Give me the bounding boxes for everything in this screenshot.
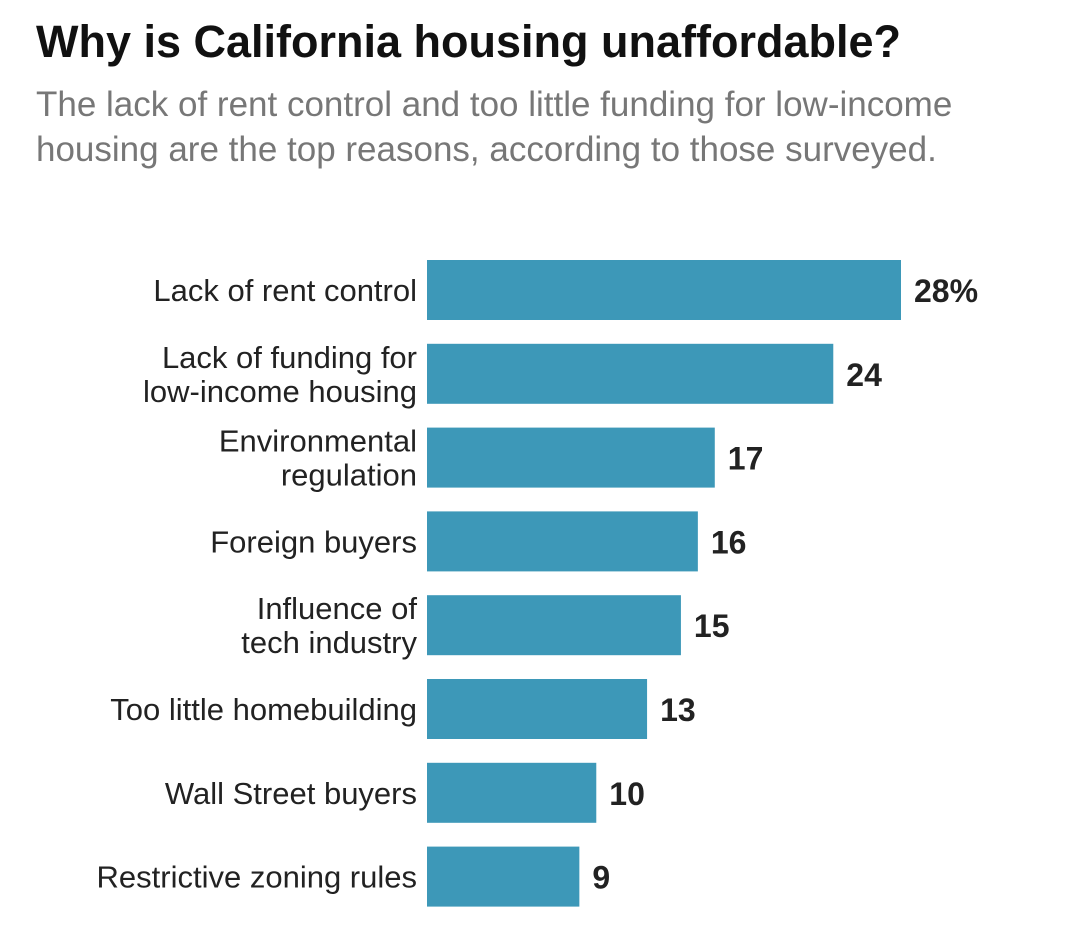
bar: [427, 679, 648, 739]
category-label: Wall Street buyers: [165, 776, 417, 811]
value-label: 13: [660, 692, 696, 728]
bar: [427, 762, 597, 823]
category-label: Too little homebuilding: [110, 692, 417, 727]
value-label: 28%: [914, 273, 978, 309]
category-label: Lack of funding for low-income housing: [143, 340, 417, 409]
chart-subtitle: The lack of rent control and too little …: [36, 85, 953, 169]
category-label: Influence of tech industry: [241, 591, 417, 660]
value-label: 9: [592, 860, 610, 896]
value-label: 15: [694, 608, 730, 644]
bar: [427, 427, 715, 488]
value-label: 24: [846, 357, 882, 393]
bar: [427, 511, 698, 572]
bar: [427, 343, 834, 404]
category-label: Lack of rent control: [153, 273, 417, 308]
chart-title: Why is California housing unaffordable?: [36, 16, 902, 67]
bar: [427, 260, 901, 320]
value-label: 16: [711, 524, 747, 560]
bar: [427, 595, 681, 656]
bar-chart: Lack of rent control 28% Lack of funding f…: [97, 260, 978, 907]
category-label: Restrictive zoning rules: [97, 860, 417, 895]
category-label: Foreign buyers: [210, 524, 417, 559]
category-label: Environmental regulation: [219, 424, 417, 493]
bar: [427, 846, 580, 907]
value-label: 10: [609, 776, 645, 812]
value-label: 17: [728, 441, 764, 477]
